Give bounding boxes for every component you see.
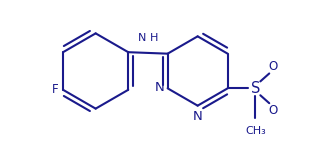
Text: S: S	[251, 81, 260, 96]
Text: CH₃: CH₃	[245, 126, 266, 136]
Text: N: N	[137, 33, 146, 43]
Text: O: O	[269, 104, 278, 117]
Text: H: H	[150, 33, 158, 43]
Text: O: O	[269, 60, 278, 73]
Text: F: F	[52, 83, 58, 96]
Text: N: N	[155, 81, 165, 94]
Text: N: N	[193, 110, 203, 123]
